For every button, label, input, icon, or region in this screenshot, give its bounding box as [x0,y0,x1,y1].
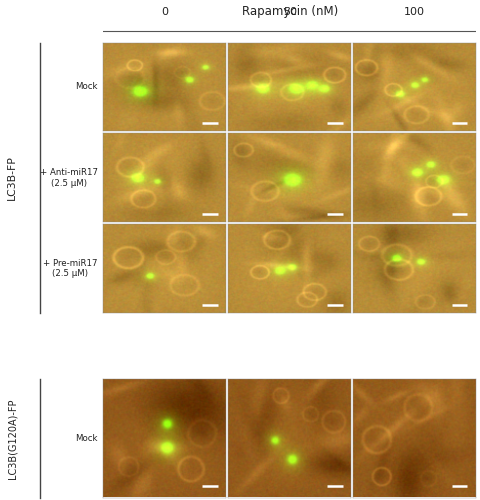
Text: LC3B(G120A)-FP: LC3B(G120A)-FP [7,398,17,478]
Text: Rapamycin (nM): Rapamycin (nM) [241,6,337,18]
Text: 100: 100 [403,7,424,17]
Text: LC3B-FP: LC3B-FP [7,156,17,200]
Text: 50: 50 [282,7,296,17]
Text: Mock: Mock [75,434,97,443]
Text: Mock: Mock [75,82,97,92]
Text: + Pre-miR17
(2.5 μM): + Pre-miR17 (2.5 μM) [43,259,97,278]
Text: + Anti-miR17
(2.5 μM): + Anti-miR17 (2.5 μM) [39,168,97,188]
Text: 0: 0 [161,7,168,17]
